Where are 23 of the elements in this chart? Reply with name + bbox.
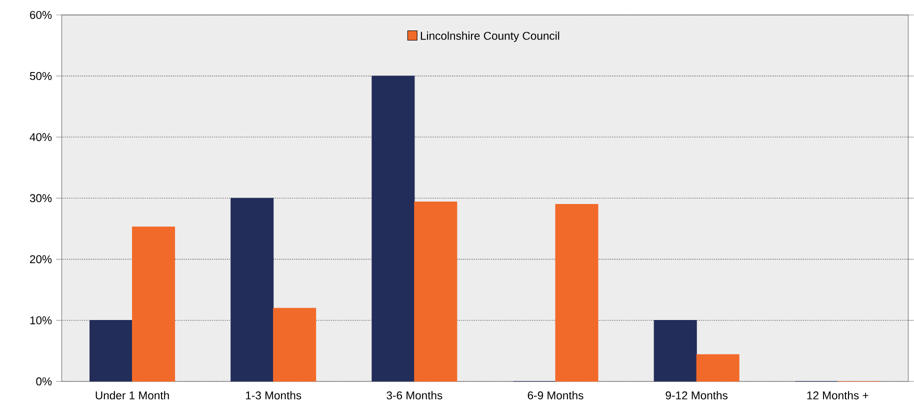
bar [90, 320, 133, 382]
bar [230, 198, 274, 382]
bar [696, 354, 740, 382]
x-tick-label: 12 Months + [807, 390, 868, 400]
x-tick-label: 9-12 Months [666, 390, 728, 400]
y-tick-label: 50% [30, 72, 52, 80]
y-tick-label: 0% [36, 377, 52, 386]
bar [555, 204, 598, 382]
y-tick-label: 10% [30, 316, 52, 324]
y-tick-label: 30% [30, 194, 52, 202]
x-tick-label: 1-3 Months [246, 390, 302, 400]
x-tick-label: 6-9 Months [528, 390, 584, 400]
bar [654, 320, 697, 382]
y-tick-label: 60% [30, 10, 52, 19]
x-tick-label: Under 1 Month [96, 390, 169, 400]
bar [414, 201, 458, 382]
bar [372, 76, 415, 382]
y-tick-label: 40% [30, 132, 52, 141]
bar [132, 226, 176, 382]
bar [273, 308, 316, 382]
x-tick-label: 3-6 Months [386, 390, 442, 400]
y-tick-label: 20% [30, 255, 52, 264]
legend-label: Lincolnshire County Council [420, 31, 560, 42]
